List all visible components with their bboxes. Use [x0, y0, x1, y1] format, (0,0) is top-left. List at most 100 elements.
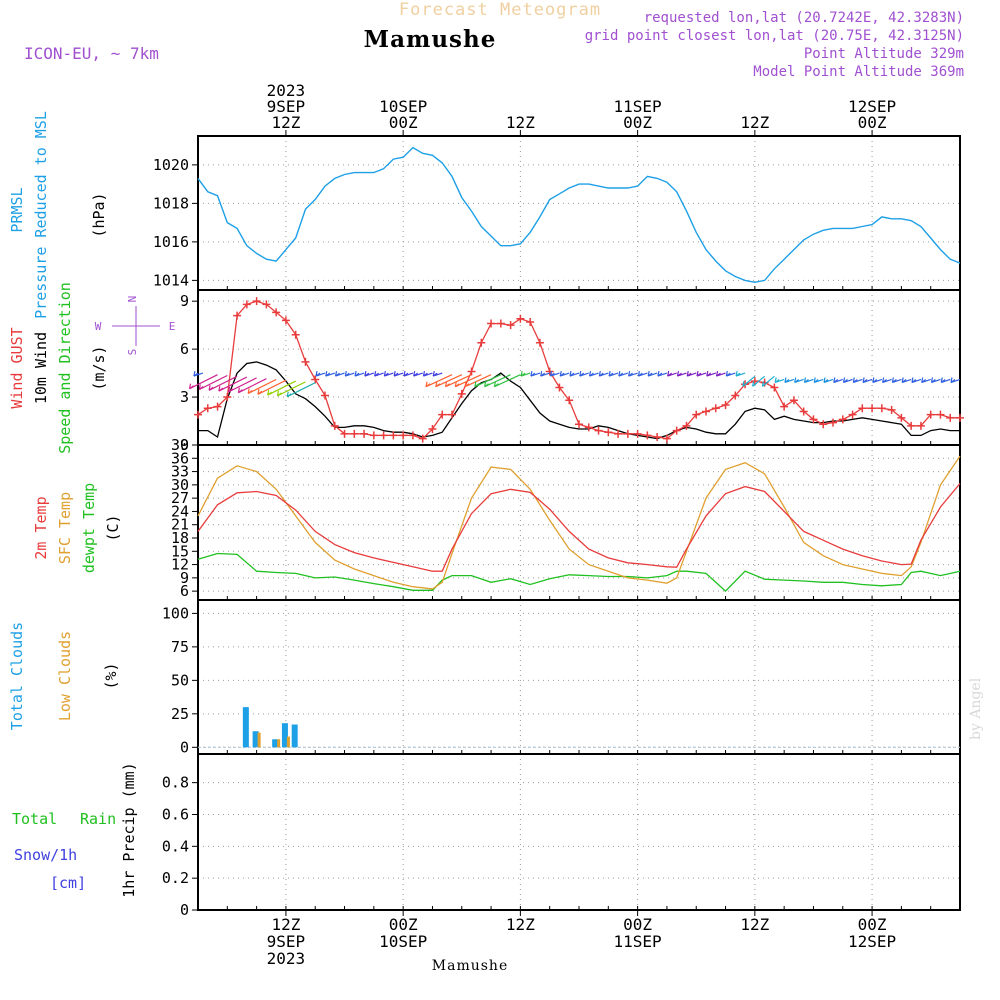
wind-arrow-head: [198, 384, 204, 390]
y-tick-label: 0.4: [162, 837, 189, 855]
wind-arrow-head: [267, 389, 273, 396]
precip-unit-label: 1hr Precip (mm): [120, 762, 138, 897]
time-label-line: 12Z: [506, 113, 535, 132]
gust-marker: [897, 413, 906, 422]
gust-marker: [653, 433, 662, 442]
dewpt-temp-line: [197, 552, 961, 593]
wind-arrow-icon: [445, 374, 472, 388]
compass-west-icon: W: [95, 320, 102, 333]
gust-marker: [526, 317, 535, 326]
wind-arrow-head: [374, 370, 379, 377]
wind-arrow-head: [493, 381, 499, 388]
wind-arrow-head: [193, 370, 199, 377]
gust-marker: [213, 402, 222, 411]
y-tick-label: 25: [171, 705, 189, 723]
wind-arrow-head: [228, 386, 233, 393]
wind-arrow-head: [559, 370, 565, 377]
station-name: Mamushe: [363, 26, 497, 53]
wind-arrow-head: [188, 383, 194, 390]
low-clouds-bar: [286, 736, 290, 748]
temp-unit-label: (C): [104, 514, 122, 541]
gust-marker: [301, 357, 310, 366]
gust-marker: [418, 434, 427, 443]
wind-arrow-head: [422, 370, 428, 377]
gust-marker: [614, 429, 623, 438]
pressure-line: [197, 146, 961, 284]
temp-sfc-label: SFC Temp: [56, 492, 74, 564]
gust-marker: [233, 311, 242, 320]
y-tick-label: 12: [171, 556, 189, 574]
wind-arrow-head: [891, 377, 897, 383]
wind-arrow-head: [930, 377, 936, 383]
wind-compass: N S W E: [95, 296, 176, 356]
low-clouds-bar: [277, 739, 281, 748]
wind-direction-label: Speed and Direction: [56, 282, 74, 454]
wind-arrow-head: [383, 370, 389, 377]
gust-marker: [643, 431, 652, 440]
gust-marker: [770, 383, 779, 392]
gust-marker: [623, 429, 632, 438]
gust-marker: [477, 338, 486, 347]
gust-marker: [819, 420, 828, 429]
wind-arrow-head: [588, 370, 594, 377]
compass-east-icon: E: [169, 320, 176, 333]
wind-arrow-icon: [238, 378, 267, 394]
wind-arrow-head: [520, 370, 526, 377]
wind-arrow-icon: [277, 381, 306, 397]
wind-arrow-head: [921, 377, 927, 383]
gust-marker: [926, 410, 935, 419]
wind-arrow-head: [823, 377, 829, 383]
total-clouds-bar: [281, 723, 288, 748]
gust-marker: [262, 300, 271, 309]
temp-2m-line: [197, 483, 961, 572]
total-clouds-label: Total Clouds: [8, 622, 26, 730]
y-tick-label: 0: [180, 901, 189, 919]
wind-arrow-icon: [257, 379, 287, 395]
wind-arrow-icon: [199, 374, 228, 391]
gust-marker: [291, 330, 300, 339]
total-clouds-bar: [252, 731, 259, 748]
gust-marker: [799, 407, 808, 416]
wind-arrow-head: [325, 370, 331, 377]
gust-marker: [467, 367, 476, 376]
time-label-line: 00Z: [389, 113, 418, 132]
temp-2m-label: 2m Temp: [32, 496, 50, 559]
wind-arrow-head: [530, 370, 536, 377]
wind-arrow-head: [901, 377, 907, 383]
wind-arrow-head: [950, 377, 956, 383]
gust-marker: [877, 404, 886, 413]
gust-marker: [389, 431, 398, 440]
pressure-unit-label: (hPa): [90, 192, 108, 237]
y-tick-label: 21: [171, 516, 189, 534]
gust-marker: [692, 410, 701, 419]
compass-south-icon: S: [126, 349, 139, 356]
gust-marker: [506, 321, 515, 330]
wind-arrow-head: [608, 370, 614, 377]
time-label-line: 12Z: [740, 915, 769, 934]
wind-arrow-icon: [247, 378, 277, 395]
gust-marker: [535, 338, 544, 347]
gust-marker: [604, 428, 613, 437]
wind-arrow-head: [218, 385, 224, 392]
y-tick-label: 36: [171, 449, 189, 467]
y-tick-label: 39: [171, 436, 189, 454]
wind-unit-label: (m/s): [90, 345, 108, 390]
wind-arrow-head: [286, 391, 292, 398]
pressure-label-prmsl: PRMSL: [8, 187, 26, 232]
wind-arrow-head: [315, 370, 321, 377]
y-tick-label: 24: [171, 502, 189, 520]
total-rain-label-total: Total: [12, 810, 57, 828]
wind-arrow-head: [657, 370, 663, 377]
wind-gust-label: Wind GUST: [8, 327, 26, 408]
wind-arrow-icon: [425, 374, 453, 388]
wind-arrow-head: [735, 370, 741, 377]
y-tick-label: 6: [180, 582, 189, 600]
panel-frame-clouds: [197, 599, 961, 755]
gust-marker: [496, 319, 505, 328]
y-tick-label: 15: [171, 542, 189, 560]
gust-marker: [252, 297, 261, 306]
wind-arrow-head: [752, 381, 757, 387]
bottom-time-label: 12Z: [506, 910, 535, 934]
